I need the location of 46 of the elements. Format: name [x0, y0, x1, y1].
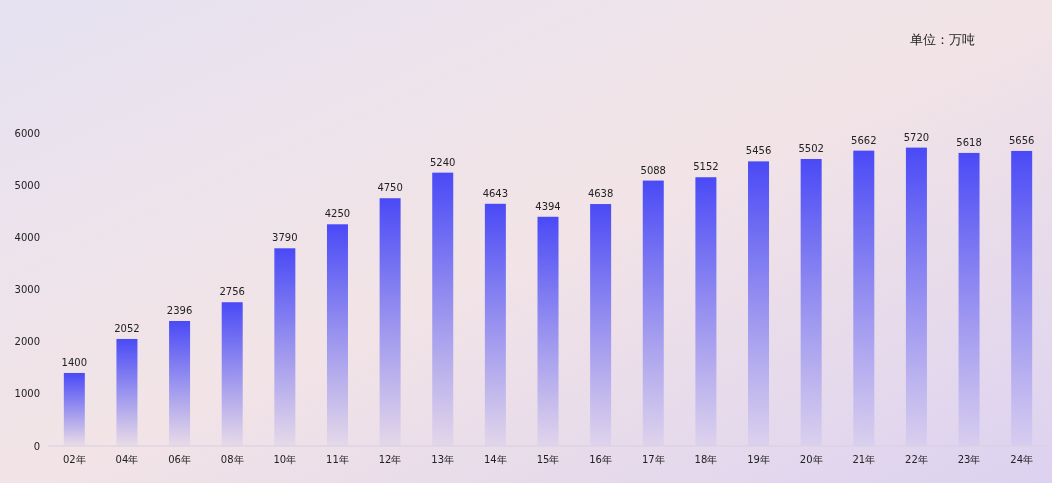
- x-tick-label: 23年: [957, 454, 981, 465]
- data-label: 4250: [324, 208, 351, 220]
- y-tick-label: 5000: [14, 179, 40, 191]
- x-tick-label: 20年: [799, 454, 823, 465]
- data-label: 5456: [745, 145, 772, 157]
- data-label: 1400: [61, 356, 88, 368]
- y-tick-label: 4000: [14, 231, 40, 243]
- y-tick-label: 3000: [14, 284, 40, 295]
- x-tick-label: 16年: [589, 454, 612, 465]
- data-label: 2052: [114, 322, 140, 334]
- text: 单位：万吨: [909, 32, 975, 47]
- data-label: 2756: [219, 286, 245, 298]
- y-tick-label: 2000: [14, 336, 40, 348]
- y-tick-label: 6000: [14, 127, 40, 139]
- data-label: 5618: [956, 136, 982, 148]
- x-tick-label: 17年: [641, 454, 665, 465]
- y-tick-label: 1000: [14, 388, 40, 400]
- data-label: 4638: [587, 188, 614, 200]
- data-label: 3790: [272, 232, 298, 244]
- x-tick-label: 04年: [115, 454, 139, 465]
- x-tick-label: 19年: [747, 454, 770, 465]
- x-tick-label: 18年: [694, 454, 718, 465]
- x-tick-label: 02年: [62, 454, 86, 465]
- data-label: 5240: [430, 156, 456, 168]
- x-tick-label: 08年: [220, 454, 244, 465]
- data-label: 4643: [482, 187, 509, 199]
- y-tick-label: 0: [33, 440, 40, 452]
- x-tick-label: 10年: [273, 454, 297, 465]
- data-label: 5662: [851, 134, 877, 146]
- x-tick-label: 15年: [536, 454, 560, 465]
- x-tick-label: 22年: [905, 454, 928, 465]
- x-tick-label: 24年: [1010, 454, 1034, 465]
- data-label: 5720: [903, 131, 930, 143]
- data-label: 5502: [798, 142, 824, 154]
- x-tick-label: 12年: [378, 454, 402, 465]
- x-tick-label: 11年: [326, 454, 349, 465]
- data-label: 4750: [377, 182, 403, 194]
- x-tick-label: 21年: [852, 454, 876, 465]
- x-tick-label: 06年: [168, 454, 191, 465]
- x-tick-label: 13年: [431, 454, 455, 465]
- data-label: 5088: [640, 164, 666, 176]
- data-label: 2396: [166, 305, 193, 317]
- data-label: 5656: [1008, 134, 1035, 146]
- x-tick-label: 14年: [484, 454, 507, 465]
- data-label: 5152: [693, 161, 719, 173]
- data-label: 4394: [535, 200, 561, 212]
